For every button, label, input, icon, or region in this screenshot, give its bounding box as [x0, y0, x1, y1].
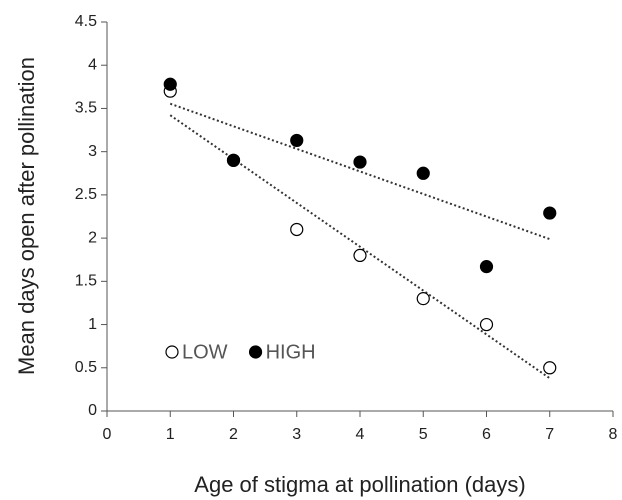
point [353, 155, 367, 169]
legend-label: HIGH [266, 341, 316, 363]
legend-marker [165, 345, 179, 359]
y-tick-label: 0.5 [75, 359, 97, 376]
y-tick-label: 3 [88, 143, 97, 160]
y-tick-label: 1.5 [75, 273, 97, 290]
x-tick-label: 6 [482, 426, 491, 443]
trend-line [169, 114, 551, 380]
x-tick-label: 3 [292, 426, 301, 443]
point [543, 361, 557, 375]
y-tick-label: 3.5 [75, 100, 97, 117]
trend-line [169, 102, 551, 241]
point [290, 133, 304, 148]
point [416, 292, 430, 306]
x-tick-label: 2 [229, 426, 238, 443]
point [479, 260, 494, 274]
point [353, 248, 367, 262]
x-tick-label: 7 [545, 426, 554, 443]
x-tick-label: 0 [103, 426, 112, 443]
point [479, 317, 494, 332]
x-tick-label: 8 [609, 426, 618, 443]
y-tick-label: 0 [88, 402, 97, 419]
point [226, 153, 241, 167]
y-tick-label: 4.5 [75, 13, 97, 30]
y-tick-label: 2 [88, 229, 97, 246]
x-tick-label: 1 [166, 426, 175, 443]
x-tick-label: 5 [419, 426, 428, 443]
y-tick-label: 2.5 [75, 186, 97, 203]
legend-marker [248, 345, 263, 359]
point [290, 222, 304, 237]
x-tick-label: 4 [356, 426, 365, 443]
y-axis-title: Mean days open after pollination [14, 57, 39, 375]
legend-label: LOW [182, 341, 228, 363]
y-tick-label: 4 [88, 56, 97, 73]
y-tick-label: 1 [88, 316, 97, 333]
x-axis-title: Age of stigma at pollination (days) [194, 472, 525, 497]
point [543, 206, 557, 220]
point [416, 166, 430, 180]
point [163, 77, 177, 91]
